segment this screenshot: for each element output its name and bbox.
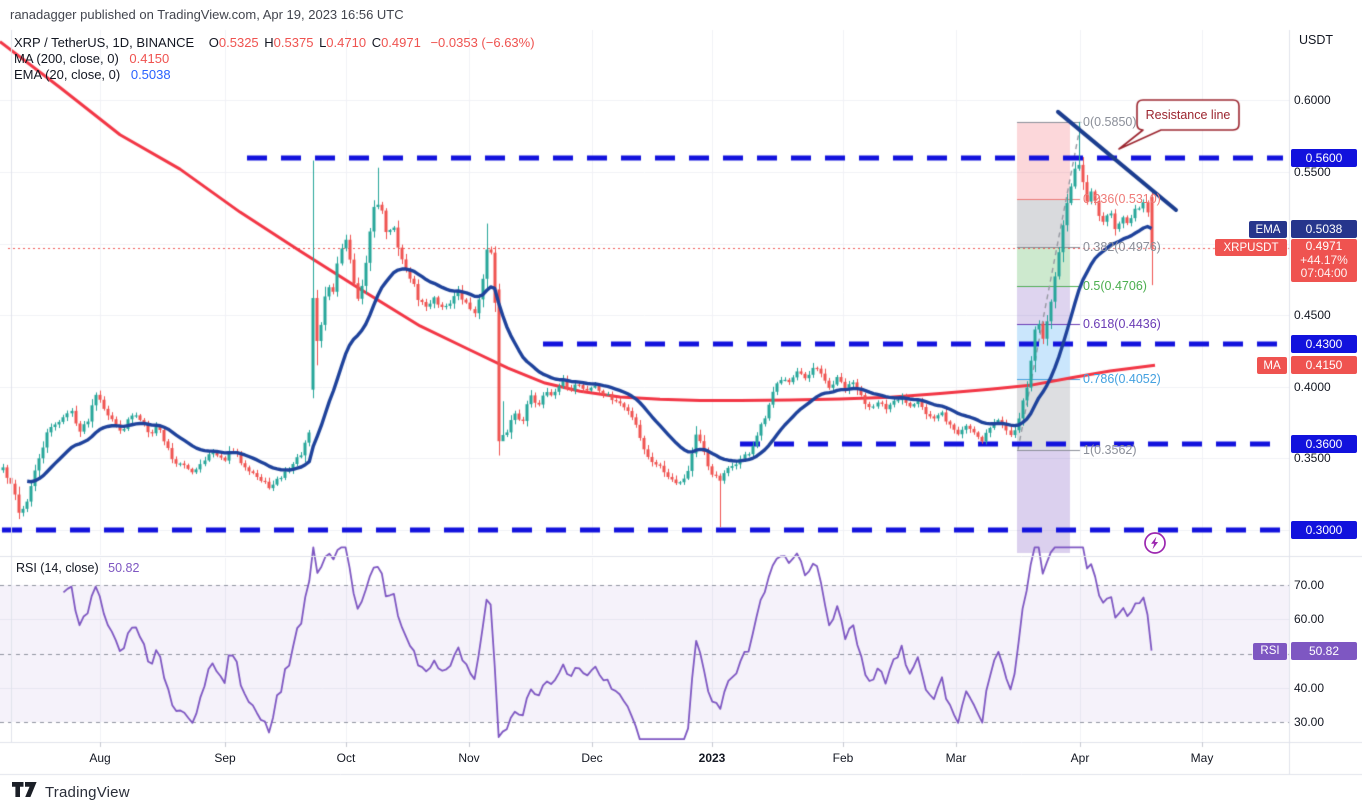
ma-value-badge: 0.4150 <box>1291 356 1357 375</box>
level-price-badge: 0.5600 <box>1291 148 1357 167</box>
low-label: L <box>319 35 327 50</box>
time-axis-label: Nov <box>458 751 480 765</box>
fib-level-label: 0.786(0.4052) <box>1083 372 1161 387</box>
symbol-ohlc-row[interactable]: XRP / TetherUS, 1D, BINANCE O0.5325 H0.5… <box>14 35 535 51</box>
fib-level-label: 0(0.5850) <box>1083 114 1137 129</box>
high-label: H <box>264 35 274 50</box>
price-axis-currency: USDT <box>1299 33 1334 47</box>
time-axis-label: 2023 <box>698 751 726 765</box>
symbol-price-badge: 0.4971 +44.17% 07:04:00 <box>1291 239 1357 282</box>
ma-label-badge: MA <box>1257 357 1287 375</box>
ema-label-badge: EMA <box>1249 221 1287 238</box>
rsi-tick: 30.00 <box>1294 715 1325 729</box>
price-tick: 0.3500 <box>1294 451 1331 466</box>
time-axis-label: Dec <box>581 751 603 765</box>
rsi-indicator-label: RSI (14, close) <box>16 561 99 575</box>
level-price-badge: 0.4300 <box>1291 334 1357 353</box>
price-tick: 0.5500 <box>1294 165 1331 179</box>
price-tick: 0.6000 <box>1294 93 1331 108</box>
open-label: O <box>208 35 219 50</box>
ema-indicator-label: EMA (20, close, 0) <box>14 67 121 82</box>
time-axis-label: Aug <box>89 751 111 765</box>
ema-indicator-row[interactable]: EMA (20, close, 0) 0.5038 <box>14 67 535 83</box>
rsi-tick: 40.00 <box>1294 680 1325 695</box>
symbol-price-badge-row: 0.4971 <box>1305 239 1343 253</box>
symbol-price-badge-row: +44.17% <box>1300 252 1348 267</box>
fib-level-label: 0.382(0.4976) <box>1083 240 1161 255</box>
tradingview-logo-glyph <box>12 782 38 802</box>
ema-indicator-value: 0.5038 <box>130 67 171 82</box>
fib-level-label: 0.5(0.4706) <box>1083 278 1147 293</box>
open-value: 0.5325 <box>218 35 259 50</box>
level-price-badge: 0.3000 <box>1291 521 1357 539</box>
rsi-value-badge: 50.82 <box>1291 641 1357 660</box>
time-axis-label: Oct <box>336 751 356 765</box>
fib-level-label: 0.618(0.4436) <box>1083 317 1161 332</box>
level-price-badge: 0.3600 <box>1291 435 1357 454</box>
change-value: −0.0353 (−6.63%) <box>430 35 535 50</box>
boost-lightning-icon[interactable] <box>1143 531 1167 555</box>
ma-indicator-row[interactable]: MA (200, close, 0) 0.4150 <box>14 51 535 67</box>
close-value: 0.4971 <box>381 35 421 50</box>
time-axis-label: Sep <box>214 751 236 765</box>
rsi-label-badge: RSI <box>1253 642 1287 660</box>
price-tick: 0.4500 <box>1294 308 1331 323</box>
ma-indicator-label: MA (200, close, 0) <box>14 51 119 66</box>
ema-value-badge: 0.5038 <box>1291 220 1357 238</box>
fib-level-label: 1(0.3562) <box>1083 442 1137 457</box>
fib-level-label: 0.236(0.5310) <box>1083 192 1161 207</box>
time-axis-label: May <box>1190 751 1214 765</box>
time-axis-label: Apr <box>1070 751 1090 765</box>
price-tick: 0.4000 <box>1294 379 1331 394</box>
rsi-tick: 70.00 <box>1294 578 1325 592</box>
resistance-callout[interactable]: Resistance line <box>1145 108 1231 122</box>
rsi-indicator-row[interactable]: RSI (14, close) 50.82 <box>16 561 139 575</box>
publish-byline: ranadagger published on TradingView.com,… <box>10 7 404 22</box>
chart-legend: XRP / TetherUS, 1D, BINANCE O0.5325 H0.5… <box>14 35 535 83</box>
symbol-title: XRP / TetherUS, 1D, BINANCE <box>14 35 195 50</box>
high-value: 0.5375 <box>273 35 314 50</box>
time-axis-label: Feb <box>832 751 854 765</box>
symbol-price-badge-row: 07:04:00 <box>1300 266 1348 280</box>
low-value: 0.4710 <box>326 35 367 50</box>
symbol-label-badge: XRPUSDT <box>1215 239 1287 256</box>
rsi-indicator-value: 50.82 <box>108 561 140 575</box>
rsi-tick: 60.00 <box>1294 612 1325 627</box>
ma-indicator-value: 0.4150 <box>129 51 170 66</box>
tradingview-logo[interactable]: TradingView <box>12 782 130 802</box>
tradingview-logo-text: TradingView <box>45 783 130 801</box>
close-label: C <box>371 35 382 50</box>
time-axis-label: Mar <box>945 751 967 765</box>
